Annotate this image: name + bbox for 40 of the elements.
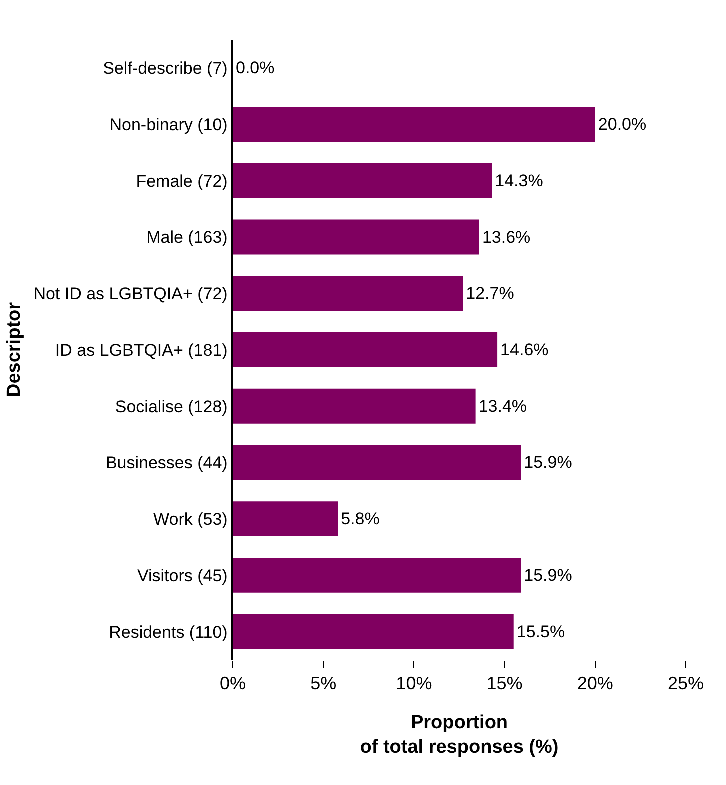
data-label: 13.6% (482, 228, 531, 247)
data-label: 15.9% (524, 453, 572, 472)
x-tick-label: 25% (668, 674, 704, 694)
data-label: 15.5% (516, 622, 566, 642)
y-tick-label: Self-describe (7) (103, 59, 228, 78)
bar (233, 107, 596, 142)
y-tick-label: Socialise (128) (115, 397, 228, 416)
bar (233, 163, 492, 198)
x-tick-label: 0% (220, 674, 246, 694)
y-tick-label: Male (163) (146, 228, 228, 248)
y-tick-label: Residents (110) (109, 622, 228, 642)
data-label: 0.0% (236, 58, 275, 78)
x-tick-label: 10% (396, 674, 432, 694)
x-tick-label: 15% (486, 674, 523, 694)
y-tick-label: Visitors (45) (137, 566, 228, 586)
y-tick-label: Not ID as LGBTQIA+ (72) (34, 284, 228, 304)
data-label: 14.6% (500, 340, 549, 360)
bar (233, 558, 522, 593)
bar (233, 220, 480, 255)
y-axis-title: Descriptor (4, 302, 26, 398)
y-tick-label: Female (72) (136, 172, 228, 191)
x-axis-title: Proportion of total responses (%) (360, 712, 559, 758)
y-tick-label: ID as LGBTQIA+ (181) (55, 340, 228, 360)
data-label: 15.9% (524, 566, 572, 585)
x-tick-label: 5% (310, 674, 337, 694)
data-label: 12.7% (466, 284, 514, 304)
y-tick-label: Work (53) (154, 510, 228, 530)
data-label: 20.0% (598, 115, 647, 134)
data-label: 14.3% (495, 171, 544, 190)
bar (233, 502, 338, 537)
bar (233, 445, 522, 480)
x-tick-label: 20% (577, 674, 614, 694)
bar (233, 388, 476, 424)
bar (233, 276, 464, 312)
bar (233, 614, 514, 650)
y-tick-label: Businesses (44) (106, 454, 228, 473)
y-tick-label: Non-binary (10) (110, 116, 228, 134)
data-label: 13.4% (478, 396, 528, 416)
bar (233, 332, 498, 368)
data-label: 5.8% (341, 510, 380, 529)
